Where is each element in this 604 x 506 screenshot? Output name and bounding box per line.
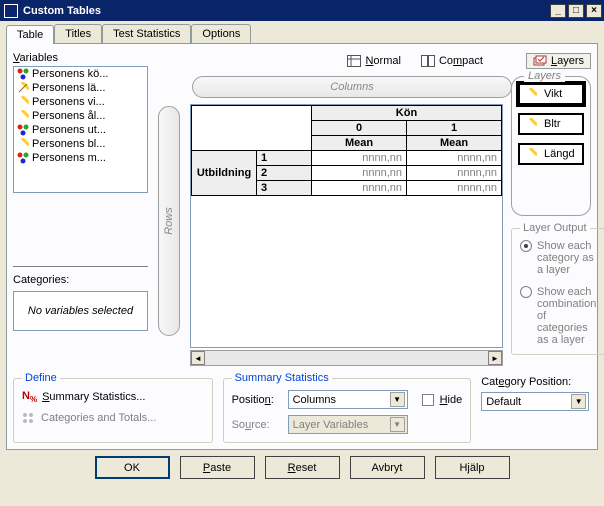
scale-icon [17,96,29,108]
radio-icon [520,240,532,252]
variables-list[interactable]: Personens kö... Personens lä... Personen… [13,66,148,193]
tab-test-statistics[interactable]: Test Statistics [102,24,191,43]
sumstat-legend: Summary Statistics [232,372,332,384]
stat-header: Mean [312,136,407,151]
scale-icon [525,118,537,130]
variable-item[interactable]: Personens kö... [14,67,147,81]
row-cat: 3 [257,181,312,196]
cancel-button[interactable]: Avbryt [350,456,425,479]
data-cell: nnnn,nn [312,181,407,196]
col-cat: 1 [407,121,502,136]
variable-item[interactable]: Personens ut... [14,123,147,137]
row-var-header: Utbildning [192,151,257,196]
nominal-icon [17,152,29,164]
categories-box: No variables selected [13,291,148,331]
rows-drop-zone[interactable]: Rows [158,106,180,336]
tab-bar: Table Titles Test Statistics Options [6,24,598,44]
columns-drop-zone[interactable]: Columns [192,76,512,98]
layer-output-opt1: Show each category as a layer [520,240,596,276]
data-cell: nnnn,nn [407,181,502,196]
variables-label: Variables [13,52,148,64]
variable-item[interactable]: Personens m... [14,151,147,165]
source-select: Layer Variables▼ [288,415,408,434]
paste-button[interactable]: Paste [180,456,255,479]
nominal-icon [17,68,29,80]
summary-icon: N% [22,390,37,404]
layer-output-opt2: Show each combination of categories as a… [520,286,596,346]
layers-panel-label: Layers [524,70,565,82]
scale-icon [17,82,29,94]
position-label: Position: [232,394,282,406]
horizontal-scrollbar[interactable]: ◄ ► [190,350,503,366]
variable-item[interactable]: Personens vi... [14,95,147,109]
data-cell: nnnn,nn [407,166,502,181]
stat-header: Mean [407,136,502,151]
view-normal-button[interactable]: Normal [340,53,407,69]
minimize-button[interactable]: _ [550,4,566,18]
scale-icon [525,88,537,100]
view-compact-button[interactable]: Compact [414,53,490,69]
summary-stats-button[interactable]: N% Summary Statistics... [22,390,204,404]
layer-item[interactable]: Vikt [518,83,584,105]
row-cat: 1 [257,151,312,166]
col-var-header: Kön [312,106,502,121]
dialog-buttons: OK Paste Reset Avbryt Hjälp [6,456,598,479]
layer-item[interactable]: Bltr [518,113,584,135]
app-icon [4,4,18,18]
row-cat: 2 [257,166,312,181]
table-preview: Kön 0 1 Mean Mean [190,104,503,348]
help-button[interactable]: Hjälp [435,456,510,479]
radio-icon [520,286,532,298]
data-cell: nnnn,nn [312,151,407,166]
hide-label: Hide [440,394,463,406]
categories-icon [22,412,36,424]
title-bar: Custom Tables _ □ × [0,0,604,21]
ok-button[interactable]: OK [95,456,170,479]
define-group: Define N% Summary Statistics... Categori… [13,372,213,443]
category-position-select[interactable]: Default▼ [481,392,589,411]
tab-options[interactable]: Options [191,24,251,43]
tab-table[interactable]: Table [6,25,54,44]
window-title: Custom Tables [23,5,548,17]
variable-item[interactable]: Personens ål... [14,109,147,123]
scale-icon [525,148,537,160]
category-position-label: Category Position: [481,376,591,388]
col-cat: 0 [312,121,407,136]
source-label: Source: [232,419,282,431]
reset-button[interactable]: Reset [265,456,340,479]
variable-item[interactable]: Personens bl... [14,137,147,151]
compact-icon [421,55,435,67]
variable-item[interactable]: Personens lä... [14,81,147,95]
layers-toggle-button[interactable]: Layers [526,53,591,69]
scale-icon [17,138,29,150]
summary-statistics-group: Summary Statistics Position: Columns▼ Hi… [223,372,472,443]
maximize-button[interactable]: □ [568,4,584,18]
categories-label: Categories: [13,274,148,288]
scroll-right-button[interactable]: ► [488,351,502,365]
scroll-left-button[interactable]: ◄ [191,351,205,365]
close-button[interactable]: × [586,4,602,18]
data-cell: nnnn,nn [407,151,502,166]
layer-output-legend: Layer Output [520,222,590,234]
layer-output-group: Layer Output Show each category as a lay… [511,222,604,355]
layer-item[interactable]: Längd [518,143,584,165]
normal-icon [347,55,361,67]
define-legend: Define [22,372,60,384]
scale-icon [17,110,29,122]
hide-checkbox[interactable] [422,394,434,406]
layers-panel: Layers Vikt Bltr Längd [511,76,591,216]
nominal-icon [17,124,29,136]
data-cell: nnnn,nn [312,166,407,181]
layers-icon [533,55,547,67]
categories-totals-button: Categories and Totals... [22,412,204,424]
position-select[interactable]: Columns▼ [288,390,408,409]
tab-titles[interactable]: Titles [54,24,102,43]
